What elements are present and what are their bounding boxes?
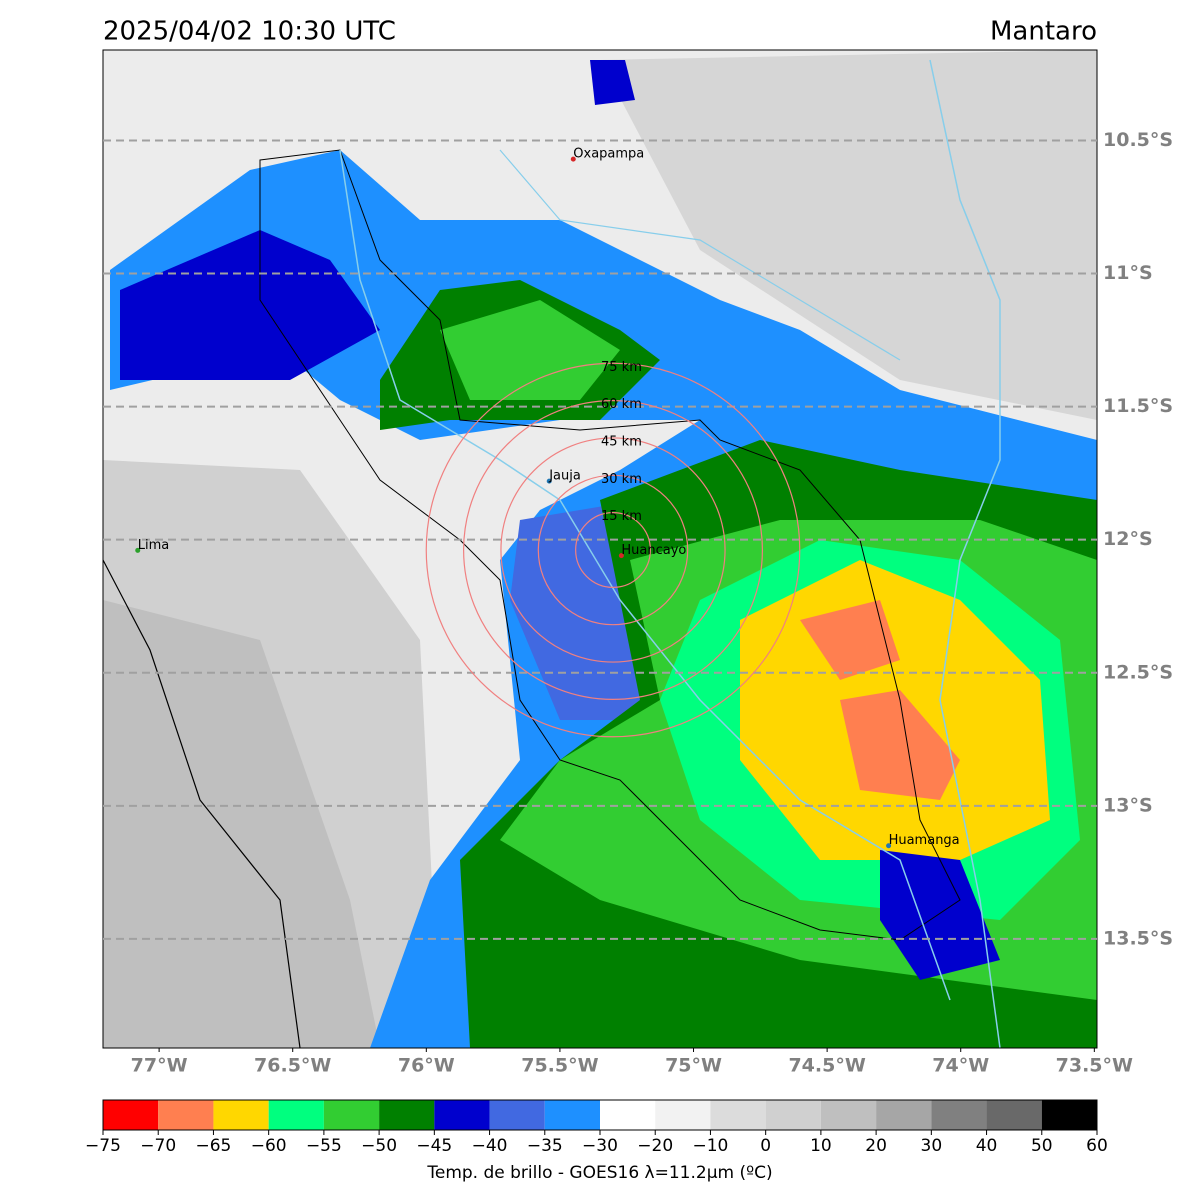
title: 2025/04/02 10:30 UTC [103, 17, 396, 47]
range-ring [500, 437, 726, 663]
colorbar-segment [323, 1100, 380, 1130]
colorbar-tick-label: −60 [251, 1136, 287, 1156]
city-label: Jauja [548, 469, 581, 484]
lon-tick-label: 76.5°W [254, 1055, 331, 1077]
colorbar-segment [544, 1100, 600, 1130]
colorbar-segment [379, 1100, 435, 1130]
range-ring-label: 15 km [601, 509, 642, 524]
region-name: Mantaro [990, 17, 1097, 47]
colorbar-segment [213, 1100, 269, 1130]
city-label: Huancayo [621, 543, 686, 558]
colorbar-tick-label: 0 [760, 1136, 771, 1156]
lat-tick-label: 10.5°S [1103, 129, 1173, 151]
colorbar-tick-label: 20 [865, 1136, 887, 1156]
lat-tick-label: 13°S [1103, 794, 1153, 816]
range-ring-label: 45 km [601, 434, 642, 449]
city-marker [135, 547, 141, 553]
colorbar-tick-label: −50 [361, 1136, 397, 1156]
map-imagery [103, 50, 1097, 1048]
city-label: Oxapampa [573, 147, 644, 162]
range-ring-label: 30 km [601, 472, 642, 487]
colorbar-tick-label: 10 [810, 1136, 832, 1156]
city-marker [886, 843, 892, 849]
lon-tick-label: 74°W [932, 1055, 989, 1077]
lat-tick-label: 11.5°S [1103, 395, 1173, 417]
colorbar-segment [600, 1100, 656, 1130]
colorbar-segment [710, 1100, 766, 1130]
lat-tick-label: 12.5°S [1103, 661, 1173, 683]
range-ring-label: 60 km [601, 397, 642, 412]
colorbar-tick-label: 50 [1031, 1136, 1053, 1156]
colorbar-segment [1041, 1100, 1097, 1130]
range-ring [575, 512, 651, 588]
colorbar-tick-label: −75 [85, 1136, 121, 1156]
colorbar-segment [931, 1100, 987, 1130]
range-ring [425, 362, 801, 738]
colorbar-segment [820, 1100, 877, 1130]
lat-tick-label: 12°S [1103, 528, 1153, 550]
colorbar-tick-label: −40 [472, 1136, 508, 1156]
lat-tick-label: 13.5°S [1103, 927, 1173, 949]
lon-tick-label: 75.5°W [521, 1055, 598, 1077]
lon-tick-label: 77°W [131, 1055, 188, 1077]
lat-tick-label: 11°S [1103, 262, 1153, 284]
colorbar-segment [876, 1100, 932, 1130]
city-label: Huamanga [889, 833, 960, 848]
colorbar-tick-label: −55 [306, 1136, 342, 1156]
map-frame [102, 49, 1098, 1049]
city-marker [546, 478, 552, 484]
colorbar-tick-label: 60 [1086, 1136, 1108, 1156]
colorbar-segment [986, 1100, 1042, 1130]
range-ring-label: 75 km [601, 360, 642, 375]
range-ring [537, 474, 689, 626]
colorbar-tick-label: −10 [692, 1136, 728, 1156]
city-marker [618, 553, 624, 559]
city-marker [570, 156, 576, 162]
colorbar-segment [655, 1100, 711, 1130]
colorbar-segment [158, 1100, 214, 1130]
colorbar-tick-label: −70 [140, 1136, 176, 1156]
colorbar-segment [268, 1100, 324, 1130]
colorbar-label: Temp. de brillo - GOES16 λ=11.2μm (ºC) [426, 1163, 772, 1183]
lon-tick-label: 76°W [398, 1055, 455, 1077]
colorbar-tick-label: −35 [527, 1136, 563, 1156]
range-ring [463, 400, 763, 700]
lon-tick-label: 73.5°W [1056, 1055, 1133, 1077]
colorbar-tick-label: −20 [637, 1136, 673, 1156]
colorbar-tick-label: 40 [976, 1136, 998, 1156]
city-label: Lima [138, 538, 169, 553]
lon-tick-label: 75°W [665, 1055, 722, 1077]
map-overlay: 15 km 30 km 45 km 60 km 75 km Oxapampa Jauja Hu… [103, 139, 1097, 1052]
colorbar-segment [103, 1100, 159, 1130]
colorbar-segment [434, 1100, 490, 1130]
colorbar-tick-label: −65 [195, 1136, 231, 1156]
colorbar-segment [765, 1100, 821, 1130]
lon-tick-label: 74.5°W [788, 1055, 865, 1077]
colorbar-segment [489, 1100, 545, 1130]
colorbar-tick-label: −45 [416, 1136, 452, 1156]
colorbar-tick-label: 30 [921, 1136, 943, 1156]
colorbar-tick-label: −30 [582, 1136, 618, 1156]
